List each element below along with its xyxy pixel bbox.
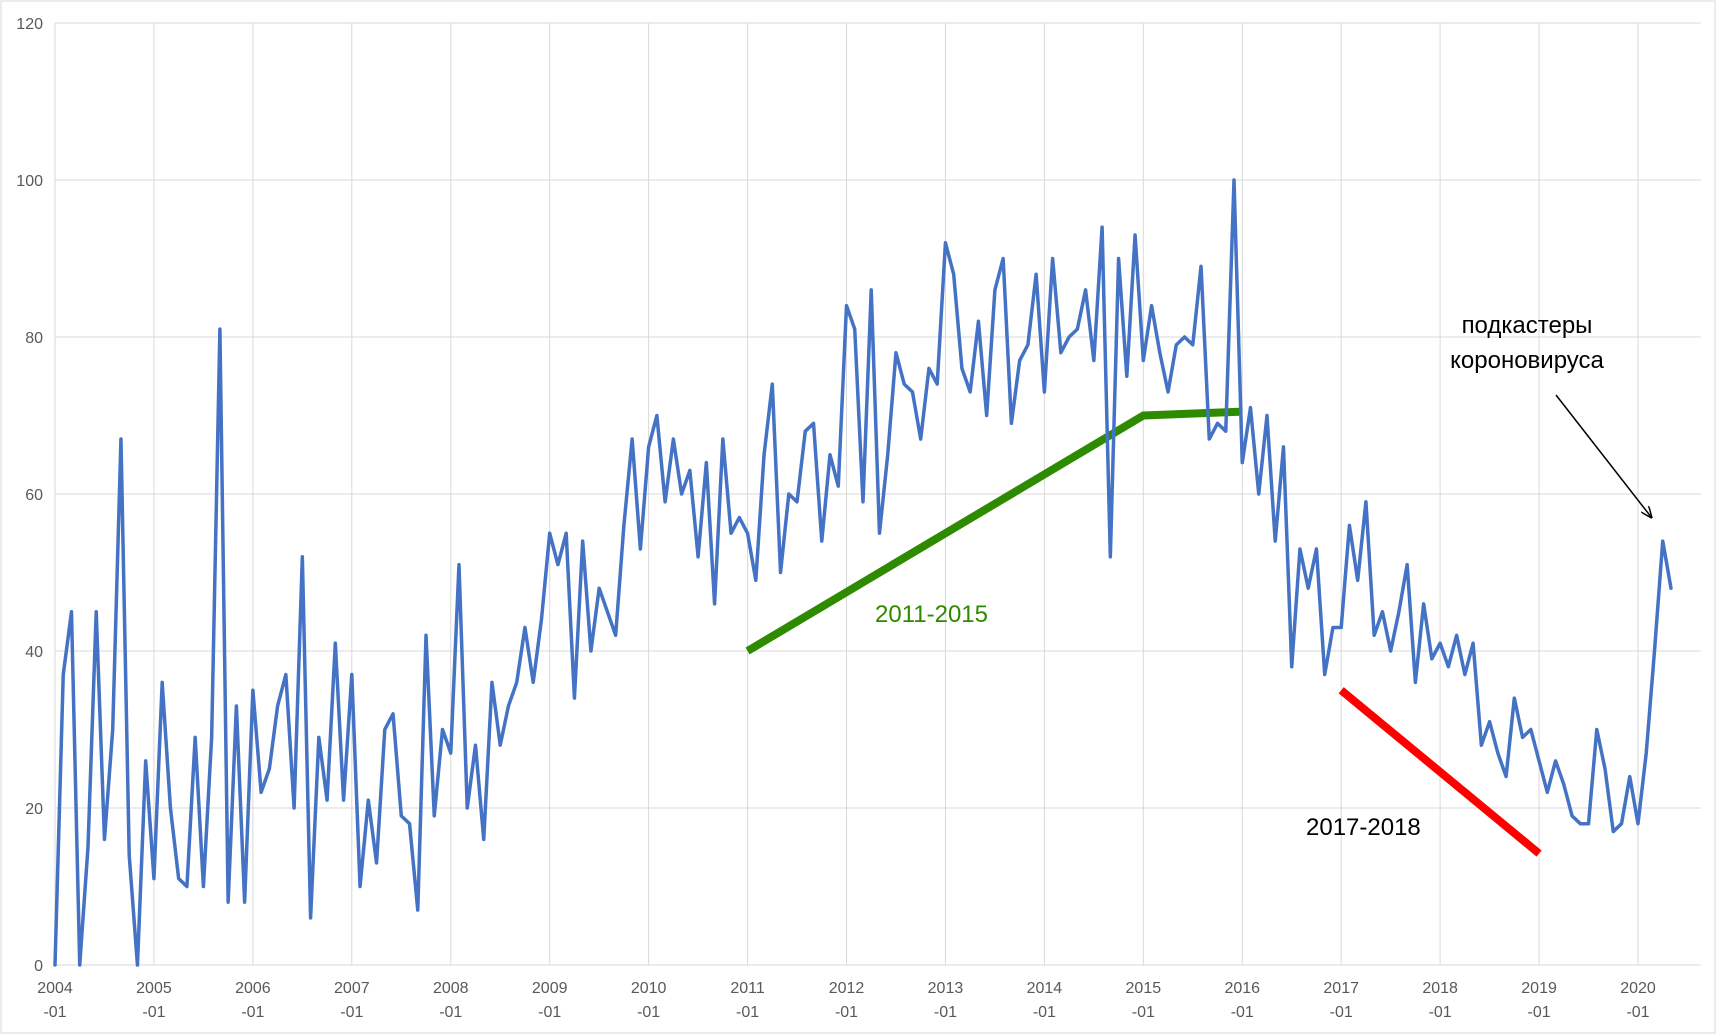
x-tick-label: 2017 -01 bbox=[1323, 980, 1359, 1021]
x-tick-label: 2014 -01 bbox=[1027, 980, 1063, 1021]
trend-line-2017-2018 bbox=[1338, 687, 1542, 857]
x-tick-label: 2009 -01 bbox=[532, 980, 568, 1021]
y-tick-label: 120 bbox=[16, 16, 43, 33]
y-tick-label: 0 bbox=[34, 958, 43, 975]
x-tick-label: 2016 -01 bbox=[1224, 980, 1260, 1021]
x-tick-label: 2011 -01 bbox=[730, 980, 765, 1021]
x-tick-label: 2019 -01 bbox=[1521, 980, 1557, 1021]
x-tick-label: 2006 -01 bbox=[235, 980, 271, 1021]
x-tick-label: 2004 -01 bbox=[37, 980, 73, 1021]
x-tick-label: 2012 -01 bbox=[829, 980, 865, 1021]
x-tick-label: 2005 -01 bbox=[136, 980, 172, 1021]
x-tick-label: 2015 -01 bbox=[1126, 980, 1162, 1021]
y-tick-label: 40 bbox=[25, 644, 43, 661]
annotation-arrow bbox=[1555, 394, 1651, 517]
y-tick-label: 20 bbox=[25, 801, 43, 818]
annotation-2017-2018: 2017-2018 bbox=[1306, 814, 1421, 841]
y-tick-label: 100 bbox=[16, 173, 43, 190]
y-tick-label: 80 bbox=[25, 330, 43, 347]
x-axis-tick-labels: 2004 -01 2005 -01 2006 -01 2007 -01 2008 -01 2009-… bbox=[37, 980, 1656, 1021]
y-tick-label: 60 bbox=[25, 487, 43, 504]
x-tick-label: 2010 -01 bbox=[631, 980, 667, 1021]
x-tick-label: 2008 -01 bbox=[433, 980, 469, 1021]
series-line-0 bbox=[53, 178, 1673, 967]
x-tick-label: 2018 -01 bbox=[1422, 980, 1458, 1021]
x-tick-label: 2007 -01 bbox=[334, 980, 370, 1021]
gridlines bbox=[54, 22, 1701, 966]
annotations: 2011-2015 2017-2018 подкастеры короновируса bbox=[875, 312, 1651, 841]
series-group bbox=[53, 178, 1673, 967]
annotation-podcasters: подкастеры короновируса bbox=[1450, 312, 1604, 374]
x-tick-label: 2020 -01 bbox=[1620, 980, 1656, 1021]
annotation-2011-2015: 2011-2015 bbox=[875, 601, 988, 628]
x-tick-label: 2013 -01 bbox=[928, 980, 964, 1021]
y-axis-tick-labels: 0 20 40 60 80 100 120 bbox=[16, 16, 43, 975]
